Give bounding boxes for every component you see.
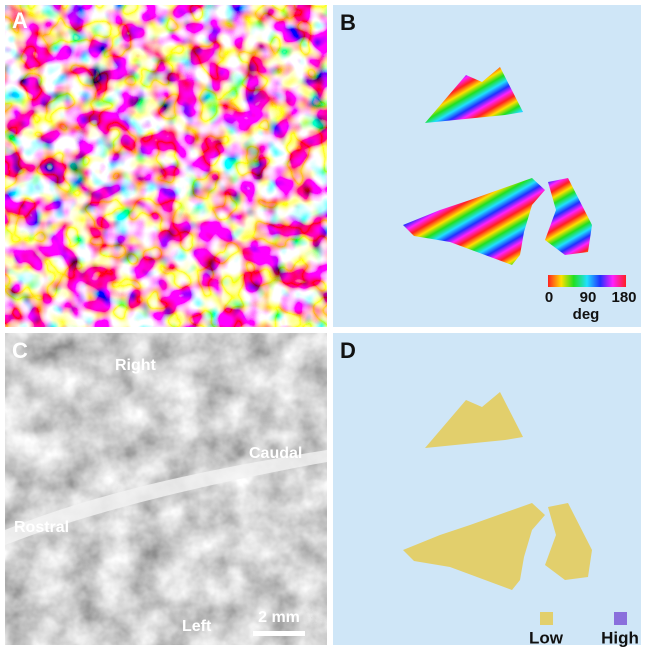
annotation: Left [182, 618, 212, 635]
scale-bar-label: 2 mm [258, 609, 300, 626]
panel-label: C [12, 338, 28, 363]
legend-swatch [614, 612, 627, 625]
annotation: Rostral [14, 519, 69, 536]
colorbar [548, 275, 626, 287]
panel-label: B [340, 10, 356, 35]
colorbar-tick-label: 0 [545, 289, 553, 306]
panel-label: A [12, 8, 28, 33]
legend-swatch [540, 612, 553, 625]
colorbar-tick-label: 180 [611, 289, 636, 306]
annotation: Caudal [249, 445, 302, 462]
panel-background [333, 333, 641, 645]
panel-label: D [340, 338, 356, 363]
figure: A B 0 90 180 deg C Right Caudal Rostral … [0, 0, 646, 653]
colorbar-tick-label: 90 [580, 289, 597, 306]
legend-label: Low [529, 628, 564, 647]
annotation: Right [115, 357, 157, 374]
colorbar-unit: deg [573, 306, 600, 323]
page: {"panels": { "a": {"label": "A"}, "b": {… [0, 0, 646, 653]
legend-label: High [601, 628, 639, 647]
scale-bar [253, 631, 305, 636]
orientation-map-image [5, 5, 327, 327]
